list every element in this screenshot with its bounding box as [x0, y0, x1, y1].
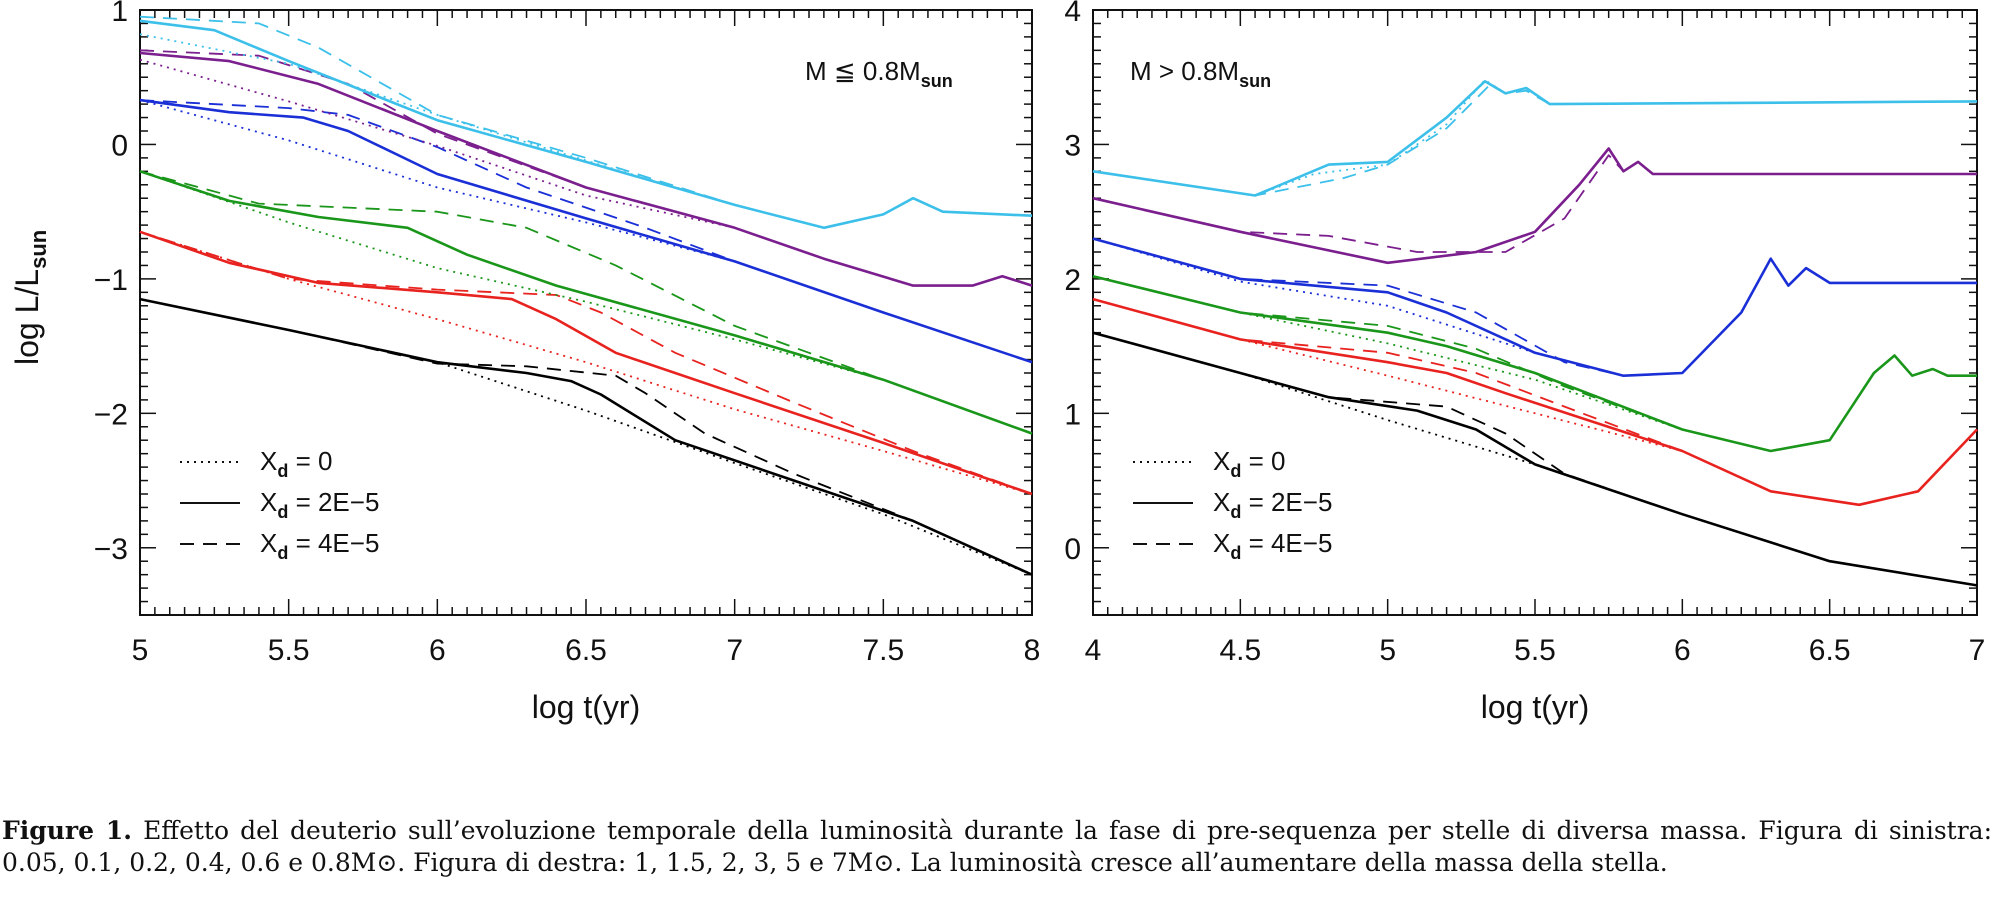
mass-range-annotation: M ≦ 0.8Msun: [805, 56, 953, 91]
series-line-m4-dotted: [1092, 237, 1977, 377]
series-line-m5-solid: [1092, 147, 1977, 265]
series-line-m4-solid: [1092, 237, 1977, 377]
y-tick-label: −3: [94, 533, 128, 566]
legend-label: Xd = 0: [1213, 446, 1285, 481]
caption-text: Effetto del deuterio sull’evoluzione tem…: [2, 816, 1992, 877]
series-line-m6-solid: [139, 19, 1033, 230]
y-tick-label: 1: [111, 0, 128, 28]
legend-label: Xd = 4E−5: [260, 528, 379, 563]
series-line-m4-dashed: [1092, 237, 1977, 377]
y-tick-label: 4: [1064, 0, 1081, 28]
right-panel: 4 4.5 5 5.5 6 6.5 7 4 3 2 1 0 log t(yr) M > 0.8Msun Xd…: [1064, 0, 1985, 725]
x-tick-label: 6: [1674, 634, 1691, 667]
series-line-m4-dotted: [139, 99, 1033, 364]
series-line-m2-solid: [139, 230, 1033, 496]
series-line-m5-solid: [139, 51, 1033, 287]
x-tick-label: 6.5: [565, 634, 607, 667]
y-axis-label-text: log L/L: [9, 269, 45, 365]
series-line-m5-dashed: [1092, 154, 1977, 253]
x-axis-label: log t(yr): [532, 689, 640, 725]
series-line-m1-solid: [139, 297, 1033, 576]
left-panel: 5 5.5 6 6.5 7 7.5 8 1 0 −1 −2 −3 log t(yr) M ≦ 0.8Msu…: [94, 0, 1041, 725]
x-tick-label: 7.5: [862, 634, 904, 667]
series-line-m6-dashed: [1092, 83, 1978, 197]
y-tick-label: 0: [111, 129, 128, 162]
series-line-m2-solid: [1092, 297, 1978, 507]
x-tick-label: 4: [1085, 634, 1102, 667]
plot-frame: [139, 9, 1033, 616]
mass-range-annotation: M > 0.8Msun: [1130, 56, 1271, 91]
series-line-m2-dotted: [1092, 298, 1978, 506]
series-line-m5-dotted: [139, 58, 1033, 287]
svg-text:log L/Lsun: log L/Lsun: [9, 230, 51, 365]
y-axis-label: log L/Lsun: [0, 230, 58, 365]
x-tick-label: 8: [1024, 634, 1041, 667]
series-line-m3-dotted: [139, 170, 1033, 435]
y-tick-label: 0: [1064, 533, 1081, 566]
plot-frame: [1092, 9, 1978, 616]
series-line-m4-solid: [139, 98, 1033, 364]
y-axis-label-sub: sun: [26, 230, 51, 269]
series-line-m4-dashed: [139, 99, 1033, 364]
series-line-m2-dotted: [139, 230, 1033, 495]
x-tick-label: 5.5: [1514, 634, 1556, 667]
x-tick-label: 6: [429, 634, 446, 667]
series-line-m1-solid: [1092, 331, 1978, 587]
x-tick-label: 4.5: [1219, 634, 1261, 667]
y-tick-label: 1: [1064, 398, 1081, 431]
series-line-m2-dashed: [139, 230, 1033, 495]
series-line-m6-solid: [1092, 80, 1978, 197]
series-line-m3-dashed: [139, 170, 1033, 435]
series-line-m6-dashed: [139, 15, 1033, 229]
caption-label: Figure 1.: [2, 816, 132, 845]
figure-caption: Figure 1. Effetto del deuterio sull’evol…: [2, 815, 1992, 879]
x-tick-label: 5: [132, 634, 149, 667]
x-axis-label: log t(yr): [1481, 689, 1589, 725]
x-tick-label: 7: [726, 634, 743, 667]
figure-canvas: 5 5.5 6 6.5 7 7.5 8 1 0 −1 −2 −3 log t(yr) M ≦ 0.8Msu…: [94, 0, 1986, 725]
x-tick-label: 7: [1969, 634, 1986, 667]
legend-label: Xd = 0: [260, 446, 332, 481]
x-tick-label: 5.5: [268, 634, 310, 667]
legend-label: Xd = 2E−5: [260, 487, 379, 522]
series-line-m3-solid: [1092, 274, 1977, 453]
y-tick-label: 3: [1064, 129, 1081, 162]
y-tick-label: 2: [1064, 264, 1081, 297]
series-line-m6-dotted: [1092, 79, 1978, 197]
series-line-m5-dotted: [1092, 147, 1977, 264]
series-line-m3-solid: [139, 170, 1033, 435]
legend-label: Xd = 4E−5: [1213, 528, 1332, 563]
y-tick-label: −2: [94, 398, 128, 431]
legend-label: Xd = 2E−5: [1213, 487, 1332, 522]
x-tick-label: 5: [1379, 634, 1396, 667]
y-tick-label: −1: [94, 264, 128, 297]
series-line-m3-dotted: [1092, 275, 1977, 452]
series-line-m3-dashed: [1092, 275, 1977, 452]
x-tick-label: 6.5: [1809, 634, 1851, 667]
